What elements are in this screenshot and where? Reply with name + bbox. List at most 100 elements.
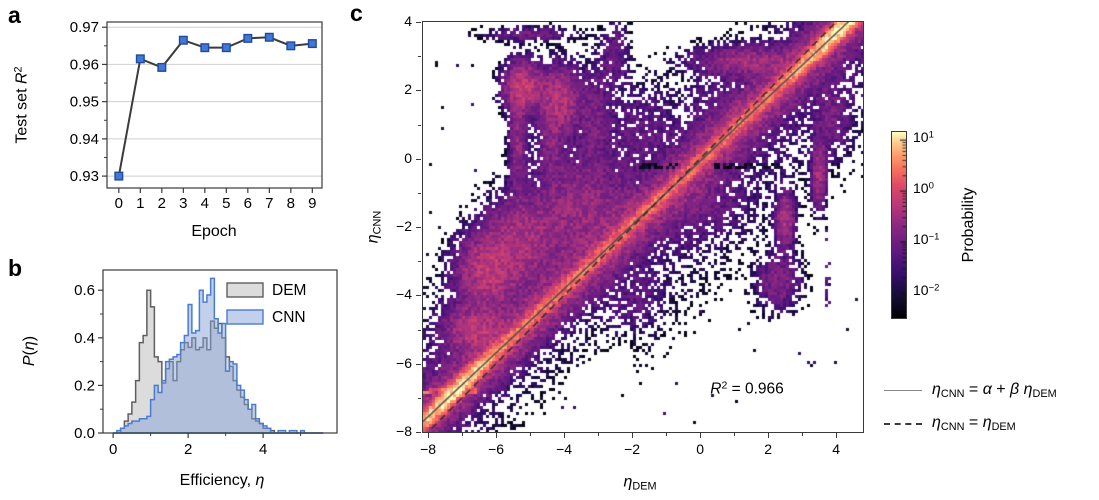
data-point bbox=[286, 41, 296, 51]
panel-c-y-minor-tick bbox=[418, 192, 421, 194]
x-tick-label: 2 bbox=[184, 441, 192, 458]
legend-label-cnn: CNN bbox=[272, 309, 306, 326]
panel-c-x-tick bbox=[428, 433, 430, 438]
colorbar-tick-label: 101 bbox=[913, 129, 934, 145]
panel-c-y-tick bbox=[416, 295, 421, 297]
label-part: R bbox=[13, 72, 31, 85]
panel-c-x-tick bbox=[632, 433, 634, 438]
x-tick-label: 4 bbox=[201, 195, 209, 212]
x-tick-label: 9 bbox=[308, 195, 316, 212]
y-tick-label: 0.4 bbox=[74, 330, 95, 347]
data-point bbox=[200, 43, 210, 53]
data-point bbox=[135, 54, 145, 64]
data-point bbox=[264, 32, 274, 42]
label-part: = bbox=[964, 381, 983, 398]
label-part: η bbox=[364, 234, 382, 244]
label-part: ( bbox=[21, 350, 38, 356]
data-point bbox=[114, 171, 124, 181]
panel-c-x-minor-tick bbox=[598, 433, 600, 436]
legend-swatch-dem bbox=[226, 282, 264, 298]
label-part: 10 bbox=[913, 230, 929, 247]
panel-c-y-tick bbox=[416, 22, 421, 24]
panel-c-y-minor-tick bbox=[418, 261, 421, 263]
panel-a-xlabel: Epoch bbox=[191, 223, 237, 240]
label-part: β bbox=[1010, 381, 1020, 398]
data-point bbox=[157, 62, 167, 72]
x-tick-label: 8 bbox=[287, 195, 295, 212]
panel-c-x-minor-tick bbox=[734, 433, 736, 436]
panel-c-y-minor-tick bbox=[418, 397, 421, 399]
panel-c-y-tick bbox=[416, 90, 421, 92]
x-tick-label: 0 bbox=[109, 441, 117, 458]
label-part: −1 bbox=[928, 230, 940, 242]
dashed-line-sample bbox=[884, 422, 922, 425]
panel-c-x-tick-label: 2 bbox=[764, 441, 772, 457]
colorbar-label: Probability bbox=[960, 187, 977, 263]
label-part: ) bbox=[21, 335, 38, 342]
panel-c-r2-annotation: R2 = 0.966 bbox=[710, 379, 784, 398]
data-point bbox=[221, 43, 231, 53]
data-point bbox=[178, 35, 188, 45]
panel-c-y-tick bbox=[416, 432, 421, 434]
x-tick-label: 1 bbox=[136, 195, 144, 212]
panel-c-x-tick bbox=[768, 433, 770, 438]
plot-border bbox=[106, 21, 323, 189]
label-part: η bbox=[1023, 381, 1033, 398]
panel-c-y-tick-label: −8 bbox=[396, 423, 412, 439]
label-part: η bbox=[21, 341, 38, 351]
x-tick-label: 4 bbox=[259, 441, 267, 458]
label-part: CNN bbox=[940, 421, 965, 434]
colorbar-tick-label: 10−2 bbox=[913, 282, 939, 298]
panel-c-x-tick bbox=[496, 433, 498, 438]
label-part: = bbox=[964, 414, 983, 431]
panel-a-ylabel: Test set R2 bbox=[12, 66, 31, 143]
label-part: 0 bbox=[928, 179, 934, 191]
label-part: CNN bbox=[940, 388, 965, 401]
panel-c-x-tick bbox=[564, 433, 566, 438]
panel-c-x-tick-label: −4 bbox=[556, 441, 573, 457]
panel-b-ylabel: P(η) bbox=[21, 336, 39, 366]
panel-c-heatmap bbox=[422, 21, 864, 433]
panel-c-y-tick-label: 0 bbox=[404, 149, 412, 166]
identity-line-legend-entry: ηCNN = ηDEM bbox=[884, 414, 1016, 433]
panel-c-y-tick bbox=[416, 227, 421, 229]
colorbar-tick-label: 100 bbox=[913, 180, 934, 196]
y-tick-label: 0.93 bbox=[70, 168, 99, 185]
x-tick-label: 6 bbox=[244, 195, 252, 212]
x-tick-label: 5 bbox=[222, 195, 230, 212]
label-part: η bbox=[932, 414, 941, 431]
y-tick-label: 0.97 bbox=[70, 19, 99, 36]
panel-c-x-tick-label: 0 bbox=[696, 441, 704, 457]
solid-line-sample bbox=[884, 390, 922, 392]
legend-label-dem: DEM bbox=[272, 282, 306, 299]
label-part: = 0.966 bbox=[727, 380, 784, 398]
label-part: + bbox=[991, 381, 1011, 398]
label-part: η bbox=[982, 414, 992, 431]
identity-line-legend-label: ηCNN = ηDEM bbox=[932, 414, 1016, 433]
panel-c-x-minor-tick bbox=[462, 433, 464, 436]
label-part: 10 bbox=[913, 128, 929, 145]
label-part: 1 bbox=[928, 128, 934, 140]
panel-c-x-tick bbox=[836, 433, 838, 438]
panel-c-x-minor-tick bbox=[530, 433, 532, 436]
y-tick-label: 0.94 bbox=[70, 131, 99, 148]
fit-line-legend-label: ηCNN = α + β ηDEM bbox=[932, 381, 1057, 400]
fit-line-legend-entry: ηCNN = α + β ηDEM bbox=[884, 381, 1057, 400]
legend-swatch-cnn bbox=[226, 309, 264, 325]
panel-b-plot: 0 2 4 0.0 0.2 0.4 0.6 DEM CNN bbox=[74, 269, 338, 458]
y-tick-label: 0.2 bbox=[74, 377, 95, 394]
panel-b-xlabel: Efficiency, η bbox=[180, 472, 265, 490]
label-part: DEM bbox=[1032, 388, 1057, 401]
panel-c-x-tick-label: −6 bbox=[488, 441, 505, 457]
label-part: Test set bbox=[13, 84, 31, 144]
colorbar-tick-label: 10−1 bbox=[913, 231, 939, 247]
panel-c-y-tick bbox=[416, 363, 421, 365]
colorbar bbox=[891, 131, 907, 319]
panel-c-x-tick-label: −8 bbox=[420, 441, 437, 457]
panel-c-letter: c bbox=[350, 0, 363, 26]
y-tick-label: 0.0 bbox=[74, 425, 95, 442]
panel-a-plot: 0 1 2 3 4 5 6 7 8 9 0.93 0.94 0.95 0.96 0.97 bbox=[70, 19, 323, 212]
panel-c-y-tick-label: 2 bbox=[404, 81, 412, 98]
label-part: 2 bbox=[12, 66, 25, 73]
panel-c-y-tick-label: −2 bbox=[396, 218, 412, 234]
